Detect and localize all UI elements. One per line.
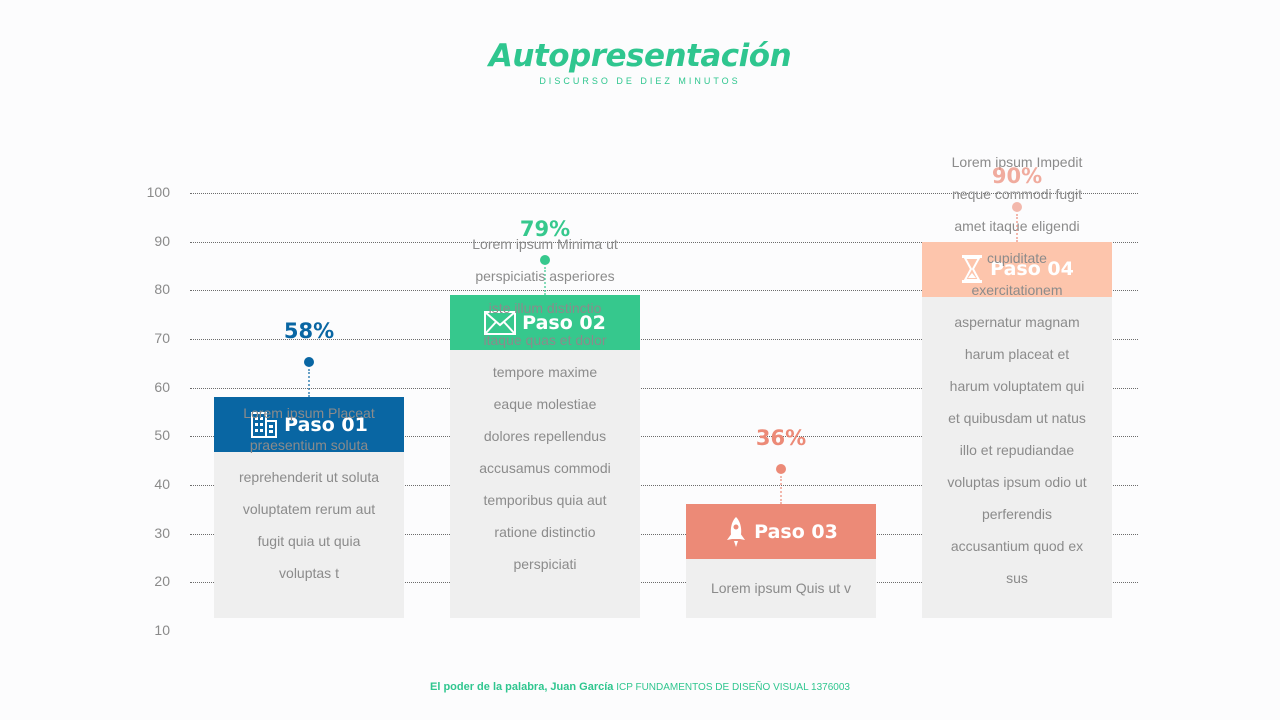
gridline xyxy=(190,387,1138,389)
value-stem xyxy=(1016,213,1018,242)
bar-header: Paso 03 xyxy=(686,504,876,560)
percent-label: 36% xyxy=(755,426,807,451)
value-dot xyxy=(540,255,550,266)
gridline xyxy=(190,241,1138,243)
y-tick-label: 60 xyxy=(154,378,170,395)
gridline xyxy=(190,290,1138,292)
bar-description: Lorem ipsum Impedit neque commodi fugit … xyxy=(947,154,1087,586)
value-stem xyxy=(308,369,310,398)
value-dot xyxy=(776,464,786,475)
gridline xyxy=(190,193,1138,194)
hourglass-icon xyxy=(960,254,990,284)
percent-label: 58% xyxy=(283,319,335,344)
bar-step-3: Paso 03 xyxy=(686,504,876,618)
y-tick-label: 50 xyxy=(154,427,170,444)
y-tick-label: 90 xyxy=(154,232,170,249)
page-title: Autopresentación xyxy=(488,38,792,74)
category-label: Paso 03 xyxy=(754,520,838,543)
y-tick-label: 20 xyxy=(154,573,170,590)
gridline xyxy=(190,533,1138,535)
bar-step-1: Paso 01 xyxy=(214,397,404,618)
rocket-icon xyxy=(724,516,754,548)
y-tick-label: 80 xyxy=(154,281,170,298)
value-stem xyxy=(780,476,782,505)
bar-header: Paso 02 xyxy=(450,295,640,351)
percent-label: 90% xyxy=(991,163,1043,188)
percent-label: 79% xyxy=(519,217,571,242)
footer-course: ICP FUNDAMENTOS DE DISEÑO VISUAL 1376003 xyxy=(616,682,850,693)
y-tick-label: 30 xyxy=(154,524,170,541)
bar-header: Paso 04 xyxy=(922,241,1112,297)
bar-step-2: Paso 02 xyxy=(450,295,640,618)
bar-header: Paso 01 xyxy=(214,397,404,453)
category-label: Paso 04 xyxy=(990,258,1074,281)
gridline xyxy=(190,582,1138,584)
page-subtitle: DISCURSO DE DIEZ MINUTOS xyxy=(539,76,741,86)
value-dot xyxy=(304,357,314,368)
envelope-icon xyxy=(484,310,522,335)
building-icon xyxy=(250,411,284,438)
y-tick-label: 10 xyxy=(154,622,170,638)
bar-description: Lorem ipsum Placeat praesentium soluta r… xyxy=(238,405,380,582)
gridline xyxy=(190,485,1138,486)
gridline xyxy=(190,436,1138,438)
y-tick-label: 40 xyxy=(154,476,170,492)
category-label: Paso 01 xyxy=(284,413,368,436)
y-tick-label: 70 xyxy=(154,330,170,346)
bar-description: Lorem ipsum Quis ut v xyxy=(710,580,852,596)
gridline xyxy=(190,339,1138,340)
value-dot xyxy=(1012,201,1022,212)
y-tick-label: 100 xyxy=(146,184,170,200)
category-label: Paso 02 xyxy=(522,311,606,334)
value-stem xyxy=(544,267,546,296)
footer-author: El poder de la palabra, Juan García xyxy=(430,681,614,693)
bar-step-4: Paso 04 xyxy=(922,241,1112,618)
footer: El poder de la palabra, Juan García ICP … xyxy=(0,681,1280,693)
